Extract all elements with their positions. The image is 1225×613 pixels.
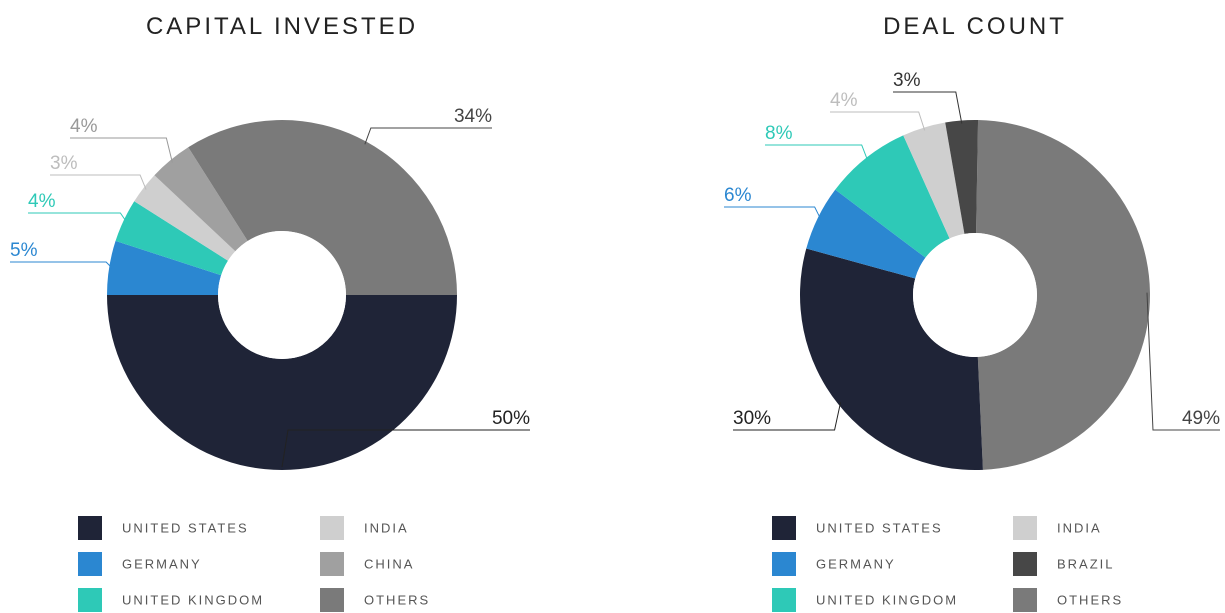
legend-label: GERMANY <box>122 556 202 571</box>
donut-slice <box>799 248 983 471</box>
donut-slice <box>903 122 965 239</box>
leader-line <box>765 144 869 161</box>
leader-line <box>724 206 822 220</box>
donut-slice <box>806 189 926 279</box>
legend-label: UNITED KINGDOM <box>816 592 958 607</box>
value-label: 6% <box>724 185 752 206</box>
donut-slice <box>107 240 222 295</box>
value-label: 3% <box>893 70 921 91</box>
value-label: 4% <box>70 116 98 137</box>
legend-label: UNITED KINGDOM <box>122 592 264 607</box>
leader-line <box>50 174 147 190</box>
value-label: 3% <box>50 153 78 174</box>
value-label: 4% <box>830 90 858 111</box>
legend-swatch <box>1013 588 1037 612</box>
legend-swatch <box>1013 516 1037 540</box>
legend-swatch <box>78 588 102 612</box>
value-label: 50% <box>492 408 530 429</box>
legend-swatch <box>78 552 102 576</box>
value-label: 49% <box>1182 408 1220 429</box>
legend-label: INDIA <box>364 520 409 535</box>
donut-slice <box>134 175 236 261</box>
leader-line <box>28 212 127 223</box>
leader-line <box>70 137 173 163</box>
leader-line <box>830 111 926 131</box>
donut-slice <box>976 120 1150 470</box>
legend-swatch <box>320 552 344 576</box>
donut-slice <box>154 147 248 252</box>
donut-slice <box>115 201 228 276</box>
legend-label: GERMANY <box>816 556 896 571</box>
legend-label: OTHERS <box>1057 592 1123 607</box>
leader-line <box>364 127 492 145</box>
value-label: 8% <box>765 123 793 144</box>
legend-swatch <box>1013 552 1037 576</box>
legend-swatch <box>320 516 344 540</box>
legend-swatch <box>320 588 344 612</box>
legend-swatch <box>78 516 102 540</box>
value-label: 34% <box>454 106 492 127</box>
leader-line <box>1146 292 1220 431</box>
legend-label: CHINA <box>364 556 414 571</box>
legend-swatch <box>772 516 796 540</box>
donut-slice <box>835 135 950 258</box>
donut-hole <box>913 233 1037 357</box>
donut-slice <box>188 119 457 295</box>
legend-label: OTHERS <box>364 592 430 607</box>
legend-label: UNITED STATES <box>816 520 943 535</box>
chart-title: CAPITAL INVESTED <box>146 13 418 40</box>
legend-label: UNITED STATES <box>122 520 249 535</box>
leader-line <box>893 91 963 124</box>
value-label: 5% <box>10 240 38 261</box>
chart-title: DEAL COUNT <box>883 13 1067 40</box>
donut-hole <box>218 231 346 359</box>
donut-slice <box>945 120 979 234</box>
legend-label: BRAZIL <box>1057 556 1115 571</box>
leader-line <box>733 402 842 431</box>
legend-label: INDIA <box>1057 520 1102 535</box>
value-label: 30% <box>733 408 771 429</box>
value-label: 4% <box>28 191 56 212</box>
leader-line <box>10 261 113 269</box>
legend-swatch <box>772 552 796 576</box>
leader-line <box>281 429 530 468</box>
donut-slice <box>107 295 457 470</box>
legend-swatch <box>772 588 796 612</box>
